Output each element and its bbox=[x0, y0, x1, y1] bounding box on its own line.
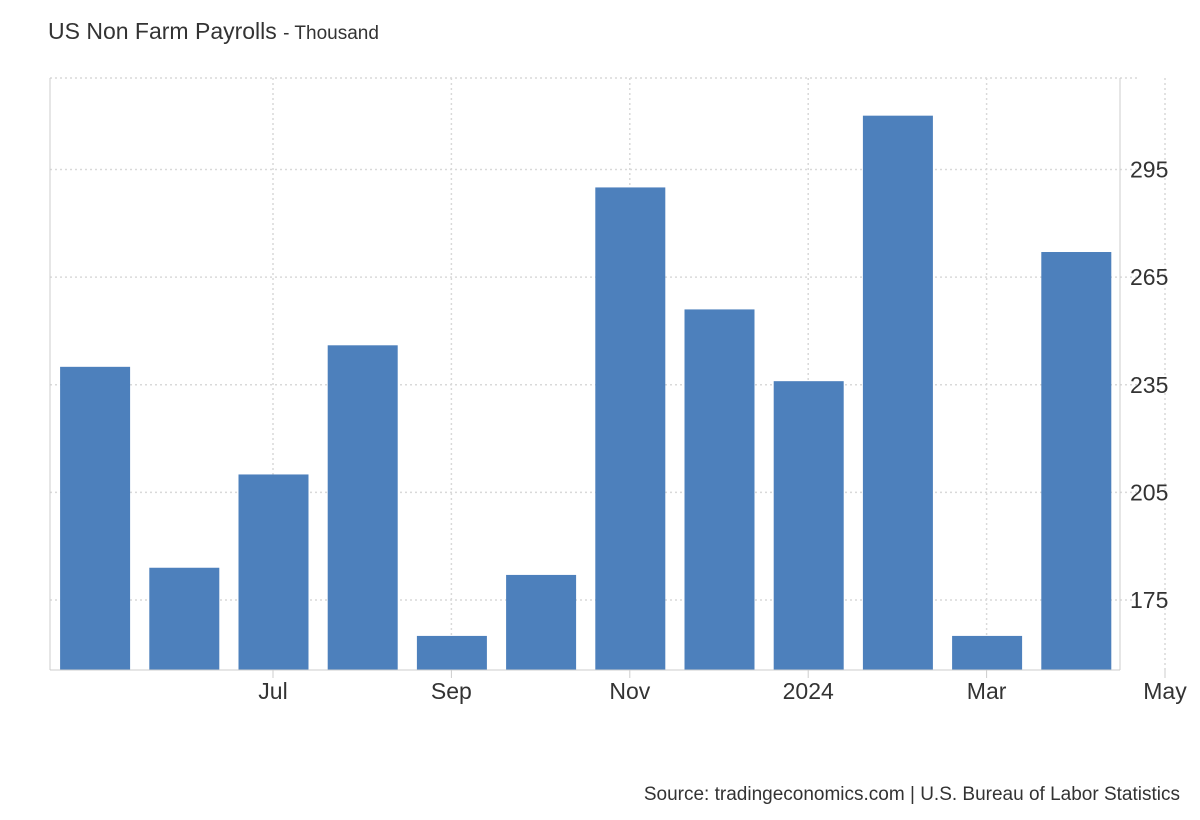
source-attribution: Source: tradingeconomics.com | U.S. Bure… bbox=[643, 784, 1180, 805]
bar-2023-06 bbox=[60, 366, 131, 670]
bar-2023-11 bbox=[506, 574, 577, 670]
axis-layer bbox=[49, 78, 1166, 678]
bar-2023-08 bbox=[238, 474, 309, 670]
bar-2024-02 bbox=[773, 381, 844, 670]
y-tick-label: 235 bbox=[1130, 372, 1168, 398]
bar-2023-09 bbox=[327, 345, 398, 670]
x-tick-label: Nov bbox=[609, 678, 650, 704]
x-tick-label: 2024 bbox=[783, 678, 834, 704]
bar-2024-01 bbox=[684, 309, 755, 670]
x-tick-label: Mar bbox=[967, 678, 1007, 704]
label-layer: 175 205 235 265 295 Jul Sep Nov 2024 Mar May bbox=[258, 156, 1187, 704]
x-tick-label: Sep bbox=[431, 678, 472, 704]
grid-layer bbox=[50, 77, 1166, 670]
y-tick-label: 205 bbox=[1130, 479, 1168, 505]
y-tick-label: 295 bbox=[1130, 156, 1168, 182]
chart-subtitle: - Thousand bbox=[283, 23, 379, 44]
y-tick-label: 175 bbox=[1130, 587, 1168, 613]
bar-2024-04 bbox=[952, 635, 1023, 670]
bar-2024-03 bbox=[862, 115, 933, 670]
x-tick-label: Jul bbox=[258, 678, 287, 704]
bar-2023-12 bbox=[595, 187, 666, 670]
bar-2023-07 bbox=[149, 567, 220, 670]
bar-2023-10 bbox=[416, 635, 487, 670]
x-tick-label: May bbox=[1143, 678, 1187, 704]
chart-title-text: US Non Farm Payrolls bbox=[48, 18, 277, 44]
bar-2024-05 bbox=[1041, 252, 1112, 670]
chart-title: US Non Farm Payrolls - Thousand bbox=[48, 18, 379, 45]
y-tick-label: 265 bbox=[1130, 264, 1168, 290]
bar-layer bbox=[60, 115, 1112, 670]
